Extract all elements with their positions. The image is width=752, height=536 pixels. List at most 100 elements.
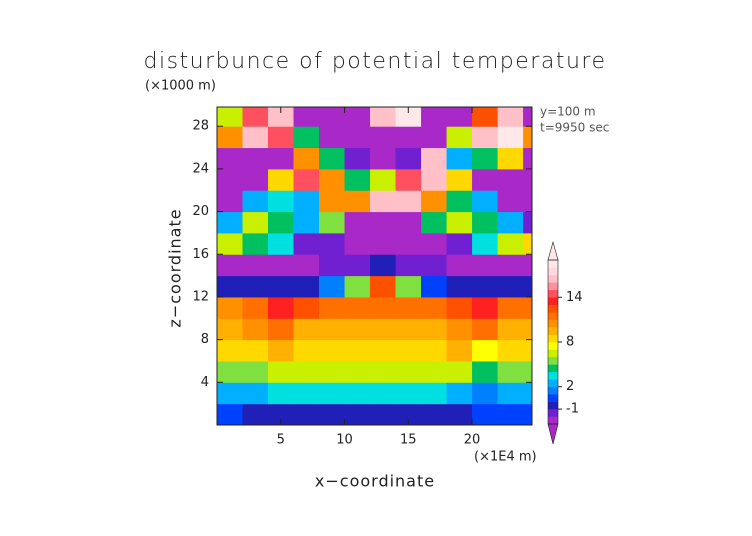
chart-title: disturbunce of potential temperature <box>144 49 607 74</box>
annotation: t=9950 sec <box>540 121 609 135</box>
field-cell <box>217 147 244 170</box>
field-cell <box>472 403 499 425</box>
colorbar-extension <box>547 423 559 445</box>
field-cell <box>293 147 320 170</box>
colorbar-segment <box>548 327 558 335</box>
field-cell <box>344 339 371 362</box>
field-cell <box>395 232 422 255</box>
field-cell <box>421 190 448 213</box>
field-cell <box>268 168 295 191</box>
field-cell <box>217 107 244 127</box>
field-cell <box>319 211 346 234</box>
field-cell <box>446 296 473 319</box>
field-cell <box>319 318 346 341</box>
field-cell <box>523 168 532 191</box>
colorbar-segment <box>548 342 558 350</box>
field-cell <box>344 275 371 298</box>
field-cell <box>446 403 473 425</box>
field-cell <box>242 107 269 127</box>
field-cell <box>472 168 499 191</box>
field-cell <box>395 360 422 383</box>
field-cell <box>268 211 295 234</box>
field-cell <box>421 382 448 405</box>
field-cell <box>421 168 448 191</box>
colorbar-segment <box>548 394 558 402</box>
field-cell <box>497 296 524 319</box>
field-cell <box>523 190 532 213</box>
plot-frame <box>216 106 533 426</box>
field-cell <box>395 107 422 127</box>
field-cell <box>472 232 499 255</box>
field-cell <box>344 168 371 191</box>
field-cell <box>370 296 397 319</box>
x-unit: (×1E4 m) <box>474 450 537 465</box>
colorbar-segment <box>548 371 558 380</box>
colorbar-segment <box>548 274 558 283</box>
field-cell <box>472 318 499 341</box>
colorbar-tick-label: 8 <box>566 335 574 350</box>
field <box>217 107 532 425</box>
field-cell <box>268 403 295 425</box>
field-cell <box>497 168 524 191</box>
field-cell <box>395 275 422 298</box>
field-cell <box>319 403 346 425</box>
field-cell <box>472 211 499 234</box>
field-cell <box>395 147 422 170</box>
field-cell <box>523 126 532 149</box>
field-cell <box>497 403 524 425</box>
field-cell <box>319 296 346 319</box>
field-cell <box>370 107 397 127</box>
field-cell <box>421 232 448 255</box>
field-cell <box>421 254 448 277</box>
field-cell <box>293 232 320 255</box>
field-cell <box>268 190 295 213</box>
field-cell <box>523 360 532 383</box>
field-cell <box>242 126 269 149</box>
field-cell <box>395 403 422 425</box>
field-cell <box>242 254 269 277</box>
field-cell <box>472 275 499 298</box>
field-cell <box>472 107 499 127</box>
field-cell <box>319 126 346 149</box>
field-cell <box>497 211 524 234</box>
field-cell <box>523 147 532 170</box>
field-cell <box>217 360 244 383</box>
field-cell <box>268 360 295 383</box>
field-cell <box>446 147 473 170</box>
field-cell <box>446 232 473 255</box>
field-cell <box>268 254 295 277</box>
field-cell <box>370 211 397 234</box>
field-cell <box>319 232 346 255</box>
colorbar-segment <box>548 401 558 410</box>
field-cell <box>293 275 320 298</box>
field-cell <box>242 318 269 341</box>
field-cell <box>446 168 473 191</box>
field-cell <box>370 339 397 362</box>
field-cell <box>446 190 473 213</box>
field-cell <box>395 254 422 277</box>
field-cell <box>370 360 397 383</box>
field-cell <box>319 147 346 170</box>
field-cell <box>523 403 532 425</box>
field-cell <box>319 107 346 127</box>
field-cell <box>217 232 244 255</box>
field-cell <box>472 382 499 405</box>
field-cell <box>472 296 499 319</box>
field-cell <box>497 190 524 213</box>
field-cell <box>523 254 532 277</box>
field-cell <box>421 211 448 234</box>
field-cell <box>523 296 532 319</box>
field-cell <box>268 147 295 170</box>
field-cell <box>523 107 532 127</box>
colorbar-segment <box>548 282 558 291</box>
field-cell <box>344 382 371 405</box>
field-cell <box>319 382 346 405</box>
y-tick-label: 20 <box>192 204 209 219</box>
field-cell <box>395 296 422 319</box>
field-cell <box>268 126 295 149</box>
field-cell <box>319 168 346 191</box>
field-cell <box>395 126 422 149</box>
field-cell <box>293 211 320 234</box>
field-cell <box>319 275 346 298</box>
